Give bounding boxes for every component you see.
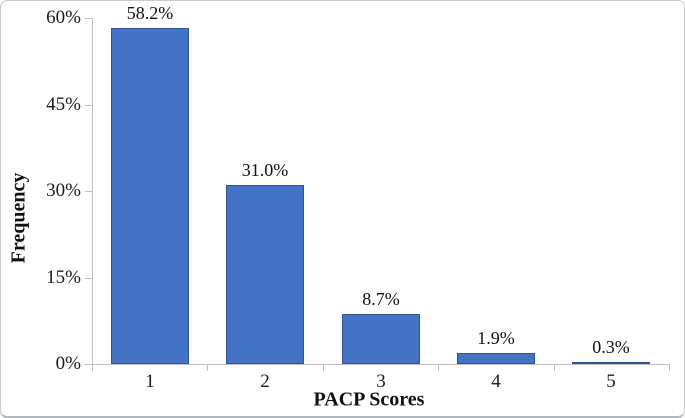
- y-axis-tick-label: 45%: [46, 93, 81, 115]
- bar: [572, 362, 650, 364]
- bar: [342, 314, 420, 364]
- x-axis-tick-label: 2: [260, 371, 270, 392]
- x-axis-tick-label: 1: [145, 371, 155, 392]
- x-axis-tick: [207, 364, 209, 371]
- y-axis-tick: [85, 104, 92, 106]
- x-axis-tick: [553, 364, 555, 371]
- bar-value-label: 1.9%: [477, 328, 515, 348]
- y-axis-line: [92, 18, 93, 364]
- x-axis-tick: [322, 364, 324, 371]
- y-axis-tick-label: 0%: [55, 353, 81, 374]
- x-axis-tick-label: 5: [606, 371, 616, 392]
- bar: [226, 185, 304, 364]
- y-axis-tick: [85, 18, 92, 19]
- bar-value-label: 31.0%: [241, 160, 289, 180]
- x-axis-tick: [92, 364, 93, 371]
- x-axis-tick-label: 4: [491, 371, 501, 392]
- bar-value-label: 0.3%: [592, 337, 630, 357]
- y-axis-tick: [85, 364, 92, 365]
- y-axis-tick-label: 15%: [46, 266, 81, 288]
- bar-value-label: 8.7%: [362, 289, 400, 309]
- x-axis-tick-label: 3: [376, 371, 386, 392]
- bar-value-label: 58.2%: [126, 3, 174, 23]
- bar: [457, 353, 535, 364]
- y-axis-tick: [85, 191, 92, 192]
- y-axis-tick-label: 30%: [46, 180, 81, 201]
- y-axis-tick-label: 60%: [46, 7, 81, 28]
- bar: [111, 28, 189, 364]
- x-axis-title: PACP Scores: [313, 388, 425, 411]
- x-axis-tick: [438, 364, 440, 371]
- y-axis-tick: [85, 277, 92, 279]
- x-axis-line: [92, 364, 670, 365]
- x-axis-tick: [669, 364, 670, 371]
